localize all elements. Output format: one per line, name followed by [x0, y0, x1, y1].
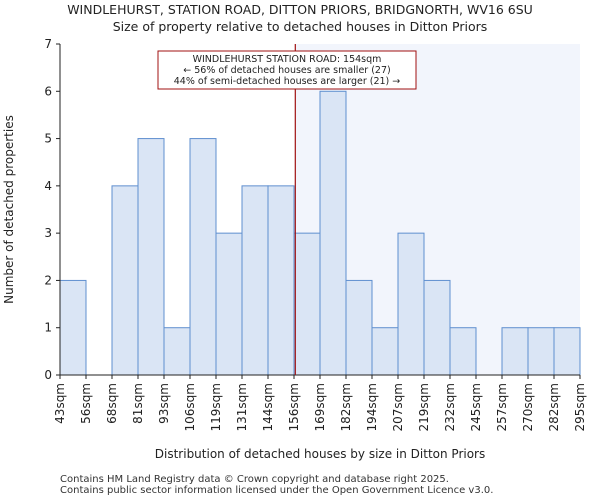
footer-line-1: Contains HM Land Registry data © Crown c…: [60, 474, 449, 485]
bar: [137, 138, 165, 376]
y-tick-label: 2: [44, 273, 52, 287]
bar: [553, 327, 581, 376]
x-axis-label: Distribution of detached houses by size …: [155, 447, 485, 461]
y-tick-label: 6: [44, 84, 52, 98]
bar: [189, 138, 217, 376]
bar: [449, 327, 477, 376]
footer-line-2: Contains public sector information licen…: [60, 485, 494, 496]
bar: [527, 327, 555, 376]
x-tick-label: 257sqm: [495, 383, 509, 431]
y-tick-label: 4: [44, 179, 52, 193]
x-tick-label: 119sqm: [209, 383, 223, 431]
bar: [241, 185, 269, 376]
x-tick-label: 68sqm: [105, 383, 119, 424]
x-tick-label: 144sqm: [261, 383, 275, 431]
x-tick-label: 182sqm: [339, 383, 353, 431]
annotation-line-2: ← 56% of detached houses are smaller (27…: [183, 65, 390, 76]
x-tick-label: 131sqm: [235, 383, 249, 431]
x-tick-label: 93sqm: [157, 383, 171, 424]
annotation-line-1: WINDLEHURST STATION ROAD: 154sqm: [193, 54, 382, 65]
bar: [163, 327, 191, 376]
bar: [397, 232, 425, 376]
y-tick-label: 7: [44, 37, 52, 51]
bar: [267, 185, 295, 376]
bar: [111, 185, 139, 376]
x-tick-label: 43sqm: [53, 383, 67, 424]
bar: [345, 279, 373, 376]
bar-chart: 0 1 2 3 4 5 6 7 43sqm 56sqm 68sqm 81sqm 93sqm 106sqm 1…: [2, 37, 587, 461]
bar: [423, 279, 451, 376]
x-tick-label: 270sqm: [521, 383, 535, 431]
y-tick-label: 5: [44, 132, 52, 146]
y-tick-label: 3: [44, 226, 52, 240]
annotation-box: [157, 50, 417, 90]
x-tick-label: 156sqm: [287, 383, 301, 431]
bar: [59, 279, 87, 376]
x-tick-label: 207sqm: [391, 383, 405, 431]
y-axis-label: Number of detached properties: [2, 115, 16, 304]
chart-subtitle: Size of property relative to detached ho…: [112, 19, 488, 34]
x-tick-label: 169sqm: [313, 383, 327, 431]
x-tick-label: 219sqm: [417, 383, 431, 431]
x-tick-label: 245sqm: [469, 383, 483, 431]
x-tick-label: 282sqm: [547, 383, 561, 431]
x-tick-label: 232sqm: [443, 383, 457, 431]
annotation-line-3: 44% of semi-detached houses are larger (…: [174, 76, 401, 87]
x-tick-label: 56sqm: [79, 383, 93, 424]
chart-title: WINDLEHURST, STATION ROAD, DITTON PRIORS…: [67, 2, 533, 17]
bar: [215, 232, 243, 376]
x-tick-label: 106sqm: [183, 383, 197, 431]
bar: [319, 90, 347, 376]
x-tick-label: 295sqm: [573, 383, 587, 431]
x-tick-label: 81sqm: [131, 383, 145, 424]
bar: [501, 327, 529, 376]
bar: [293, 232, 321, 376]
y-tick-label: 1: [44, 321, 52, 335]
bar: [371, 327, 399, 376]
x-tick-label: 194sqm: [365, 383, 379, 431]
y-tick-label: 0: [44, 368, 52, 382]
